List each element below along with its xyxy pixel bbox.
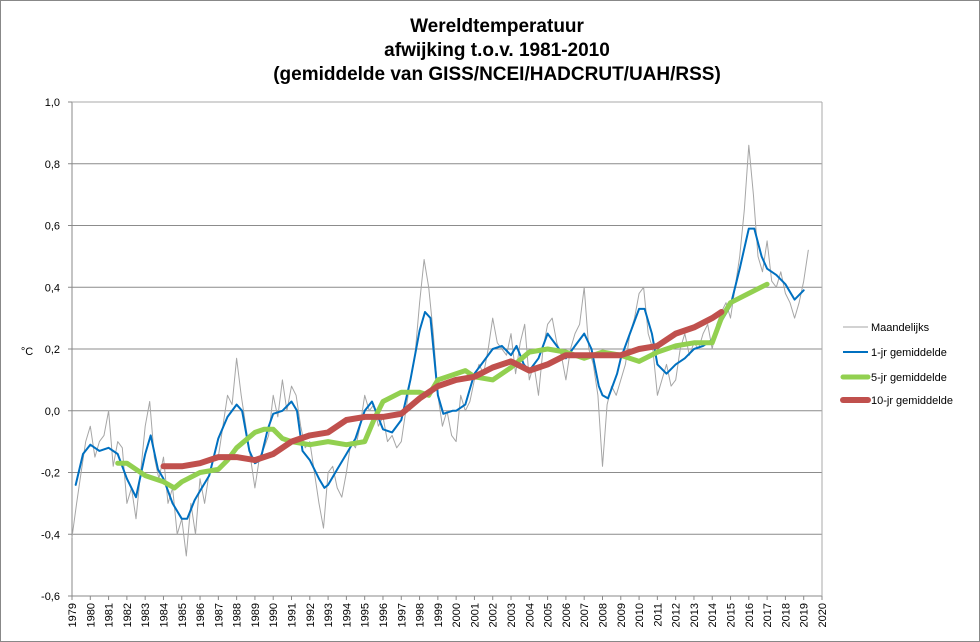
x-tick-label: 1981	[104, 603, 116, 627]
y-tick-label: 0,0	[45, 406, 60, 418]
x-tick-label: 1980	[85, 603, 97, 627]
legend-label: Maandelijks	[871, 322, 930, 334]
y-tick-label: -0,6	[41, 591, 60, 603]
x-tick-label: 2018	[780, 603, 792, 627]
x-tick-label: 1987	[213, 603, 225, 627]
legend-label: 5-jr gemiddelde	[871, 372, 947, 384]
y-tick-label: -0,2	[41, 468, 60, 480]
y-tick-label: 0,2	[45, 344, 60, 356]
monthly-line	[71, 144, 809, 557]
gridlines	[71, 101, 823, 597]
x-tick-label: 2006	[561, 603, 573, 627]
x-tick-label: 2013	[689, 603, 701, 627]
chart-title: Wereldtemperatuur afwijking t.o.v. 1981-…	[273, 16, 721, 85]
x-tick-label: 1989	[250, 603, 262, 627]
5yr-average-line	[115, 281, 770, 491]
x-tick-label: 2014	[707, 603, 719, 627]
x-tick-label: 2008	[597, 603, 609, 627]
x-tick-label: 2002	[488, 603, 500, 627]
legend-label: 1-jr gemiddelde	[871, 347, 947, 359]
x-tick-label: 2007	[579, 603, 591, 627]
legend: Maandelijks 1-jr gemiddelde 5-jr gemiddeld…	[840, 322, 953, 407]
x-tick-label: 1999	[433, 603, 445, 627]
y-axis-label: °C	[21, 346, 33, 358]
x-tick-label: 1998	[415, 603, 427, 627]
10yr-average-line	[160, 309, 725, 470]
x-tick-label: 1990	[268, 603, 280, 627]
y-axis-ticks: -0,6 -0,4 -0,2 0,0 0,2 0,4 0,6 0,8 1,0	[41, 97, 72, 603]
x-tick-label: 1985	[177, 603, 189, 627]
title-line-2: afwijking t.o.v. 1981-2010	[384, 40, 610, 61]
series-lines	[71, 144, 809, 557]
x-tick-label: 1988	[232, 603, 244, 627]
x-tick-label: 2004	[524, 603, 536, 627]
x-tick-label: 2009	[616, 603, 628, 627]
x-tick-label: 2012	[671, 603, 683, 627]
legend-item: 10-jr gemiddelde	[840, 395, 953, 407]
x-tick-label: 2015	[726, 603, 738, 627]
x-tick-label: 2017	[762, 603, 774, 627]
x-tick-label: 2000	[451, 603, 463, 627]
x-tick-label: 1992	[305, 603, 317, 627]
x-tick-label: 1979	[67, 603, 79, 627]
legend-item: Maandelijks	[843, 322, 930, 334]
x-tick-label: 1983	[140, 603, 152, 627]
legend-item: 5-jr gemiddelde	[840, 372, 947, 384]
y-tick-label: 1,0	[45, 97, 60, 109]
x-tick-label: 2019	[799, 603, 811, 627]
x-tick-label: 1993	[323, 603, 335, 627]
x-tick-label: 2020	[817, 603, 829, 627]
y-tick-label: 0,8	[45, 159, 60, 171]
y-tick-label: 0,6	[45, 221, 60, 233]
x-tick-label: 1995	[360, 603, 372, 627]
x-tick-label: 2010	[634, 603, 646, 627]
title-line-3: (gemiddelde van GISS/NCEI/HADCRUT/UAH/RS…	[273, 64, 721, 85]
x-tick-label: 1984	[158, 603, 170, 627]
x-tick-label: 2016	[744, 603, 756, 627]
1yr-average-line	[74, 227, 805, 520]
x-tick-label: 1982	[122, 603, 134, 627]
x-tick-label: 1997	[396, 603, 408, 627]
x-tick-label: 1994	[341, 603, 353, 627]
y-tick-label: -0,4	[41, 529, 60, 541]
x-tick-label: 2001	[469, 603, 481, 627]
x-tick-label: 1986	[195, 603, 207, 627]
x-tick-label: 2011	[652, 603, 664, 627]
y-tick-label: 0,4	[45, 282, 60, 294]
x-tick-label: 2005	[543, 603, 555, 627]
title-line-1: Wereldtemperatuur	[410, 16, 584, 37]
x-tick-label: 1996	[378, 603, 390, 627]
x-tick-label: 2003	[506, 603, 518, 627]
legend-item: 1-jr gemiddelde	[843, 347, 947, 359]
x-axis-ticks: 1979 1980 1981 1982 1983 1984 1985 1986 1987 1988…	[67, 596, 829, 627]
legend-label: 10-jr gemiddelde	[871, 395, 953, 407]
x-tick-label: 1991	[287, 603, 299, 627]
